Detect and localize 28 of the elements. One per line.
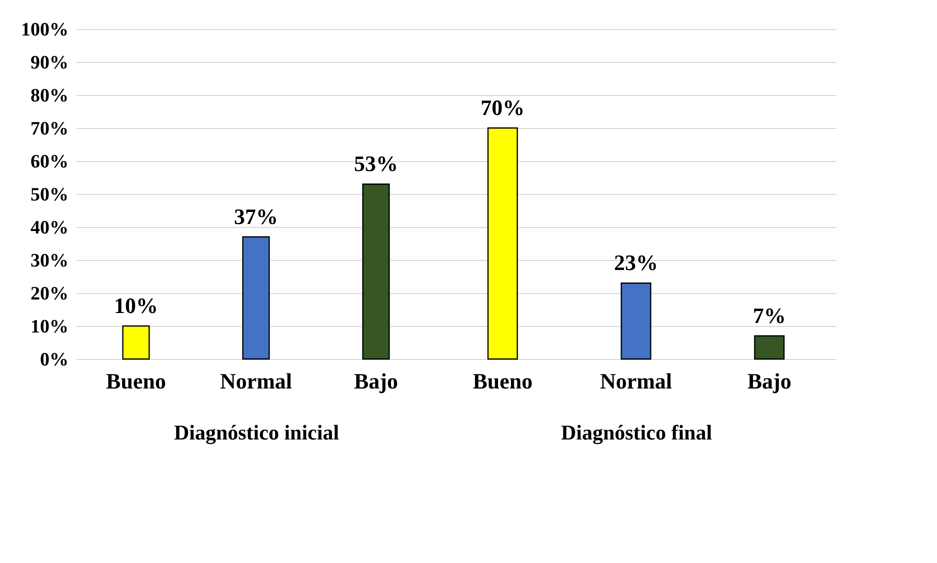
x-tick-label: Bajo (354, 368, 398, 394)
x-tick-label: Bueno (106, 368, 166, 394)
x-axis-title: Diagnóstico inicial (174, 420, 340, 444)
data-label: 37% (234, 204, 278, 229)
bar (362, 184, 390, 360)
y-tick-label: 40% (30, 218, 68, 238)
y-tick-label: 10% (30, 316, 68, 338)
data-label: 7% (752, 302, 786, 328)
y-tick-label: 30% (30, 250, 68, 272)
y-tick-label: 100% (21, 20, 68, 40)
y-tick-label: 90% (30, 52, 68, 74)
data-label: 23% (614, 250, 658, 276)
data-label: 70% (480, 95, 525, 120)
bar (122, 325, 150, 360)
y-tick-label: 80% (30, 86, 68, 106)
x-tick-label: Normal (600, 368, 672, 394)
y-tick-label: 0% (40, 350, 68, 370)
bar (242, 236, 270, 360)
data-label: 10% (114, 293, 158, 318)
y-tick-label: 20% (30, 284, 68, 304)
y-tick-label: 70% (30, 118, 68, 140)
x-tick-label: Bajo (747, 368, 792, 394)
y-tick-label: 50% (30, 184, 68, 206)
data-label: 53% (354, 151, 398, 176)
x-axis-title: Diagnóstico final (560, 420, 712, 444)
y-tick-label: 60% (30, 152, 68, 172)
x-tick-label: Bueno (472, 368, 533, 394)
x-tick-label: Normal (220, 368, 292, 394)
